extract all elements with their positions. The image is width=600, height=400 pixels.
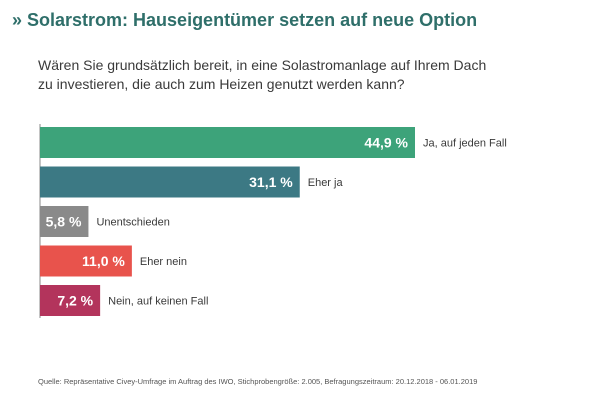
bar-2 xyxy=(40,166,300,198)
bar-4 xyxy=(40,245,132,277)
bar-5 xyxy=(40,285,101,316)
bar-3 xyxy=(40,206,89,237)
bar-category-label-2: Eher ja xyxy=(308,177,344,189)
bar-category-label-1: Ja, auf jeden Fall xyxy=(423,138,507,150)
bar-category-label-3: Unentschieden xyxy=(96,217,169,229)
chart-title: » Solarstrom: Hauseigentümer setzen auf n… xyxy=(12,10,477,31)
bar-category-label-4: Eher nein xyxy=(140,256,187,268)
bar-value-label-5: 7,2 % xyxy=(57,293,93,309)
bar-value-label-2: 31,1 % xyxy=(249,174,293,190)
chart-question: Wären Sie grundsätzlich bereit, in eine … xyxy=(38,56,558,94)
bar-category-label-5: Nein, auf keinen Fall xyxy=(108,296,208,308)
chart-title-text: Solarstrom: Hauseigentümer setzen auf ne… xyxy=(27,10,478,30)
bars-group: 44,9 % Ja, auf jeden Fall 31,1 % Eher ja 5,8… xyxy=(40,127,507,316)
question-line-1: Wären Sie grundsätzlich bereit, in eine … xyxy=(38,57,487,73)
source-note: Quelle: Repräsentative Civey-Umfrage im … xyxy=(38,377,478,386)
bar-value-label-3: 5,8 % xyxy=(46,214,82,230)
bar-value-label-1: 44,9 % xyxy=(364,135,408,151)
bar-value-label-4: 11,0 % xyxy=(82,253,125,269)
chevron-right-icon: » xyxy=(12,10,22,30)
bar-1 xyxy=(40,127,415,158)
question-line-2: zu investieren, die auch zum Heizen genu… xyxy=(38,76,405,92)
